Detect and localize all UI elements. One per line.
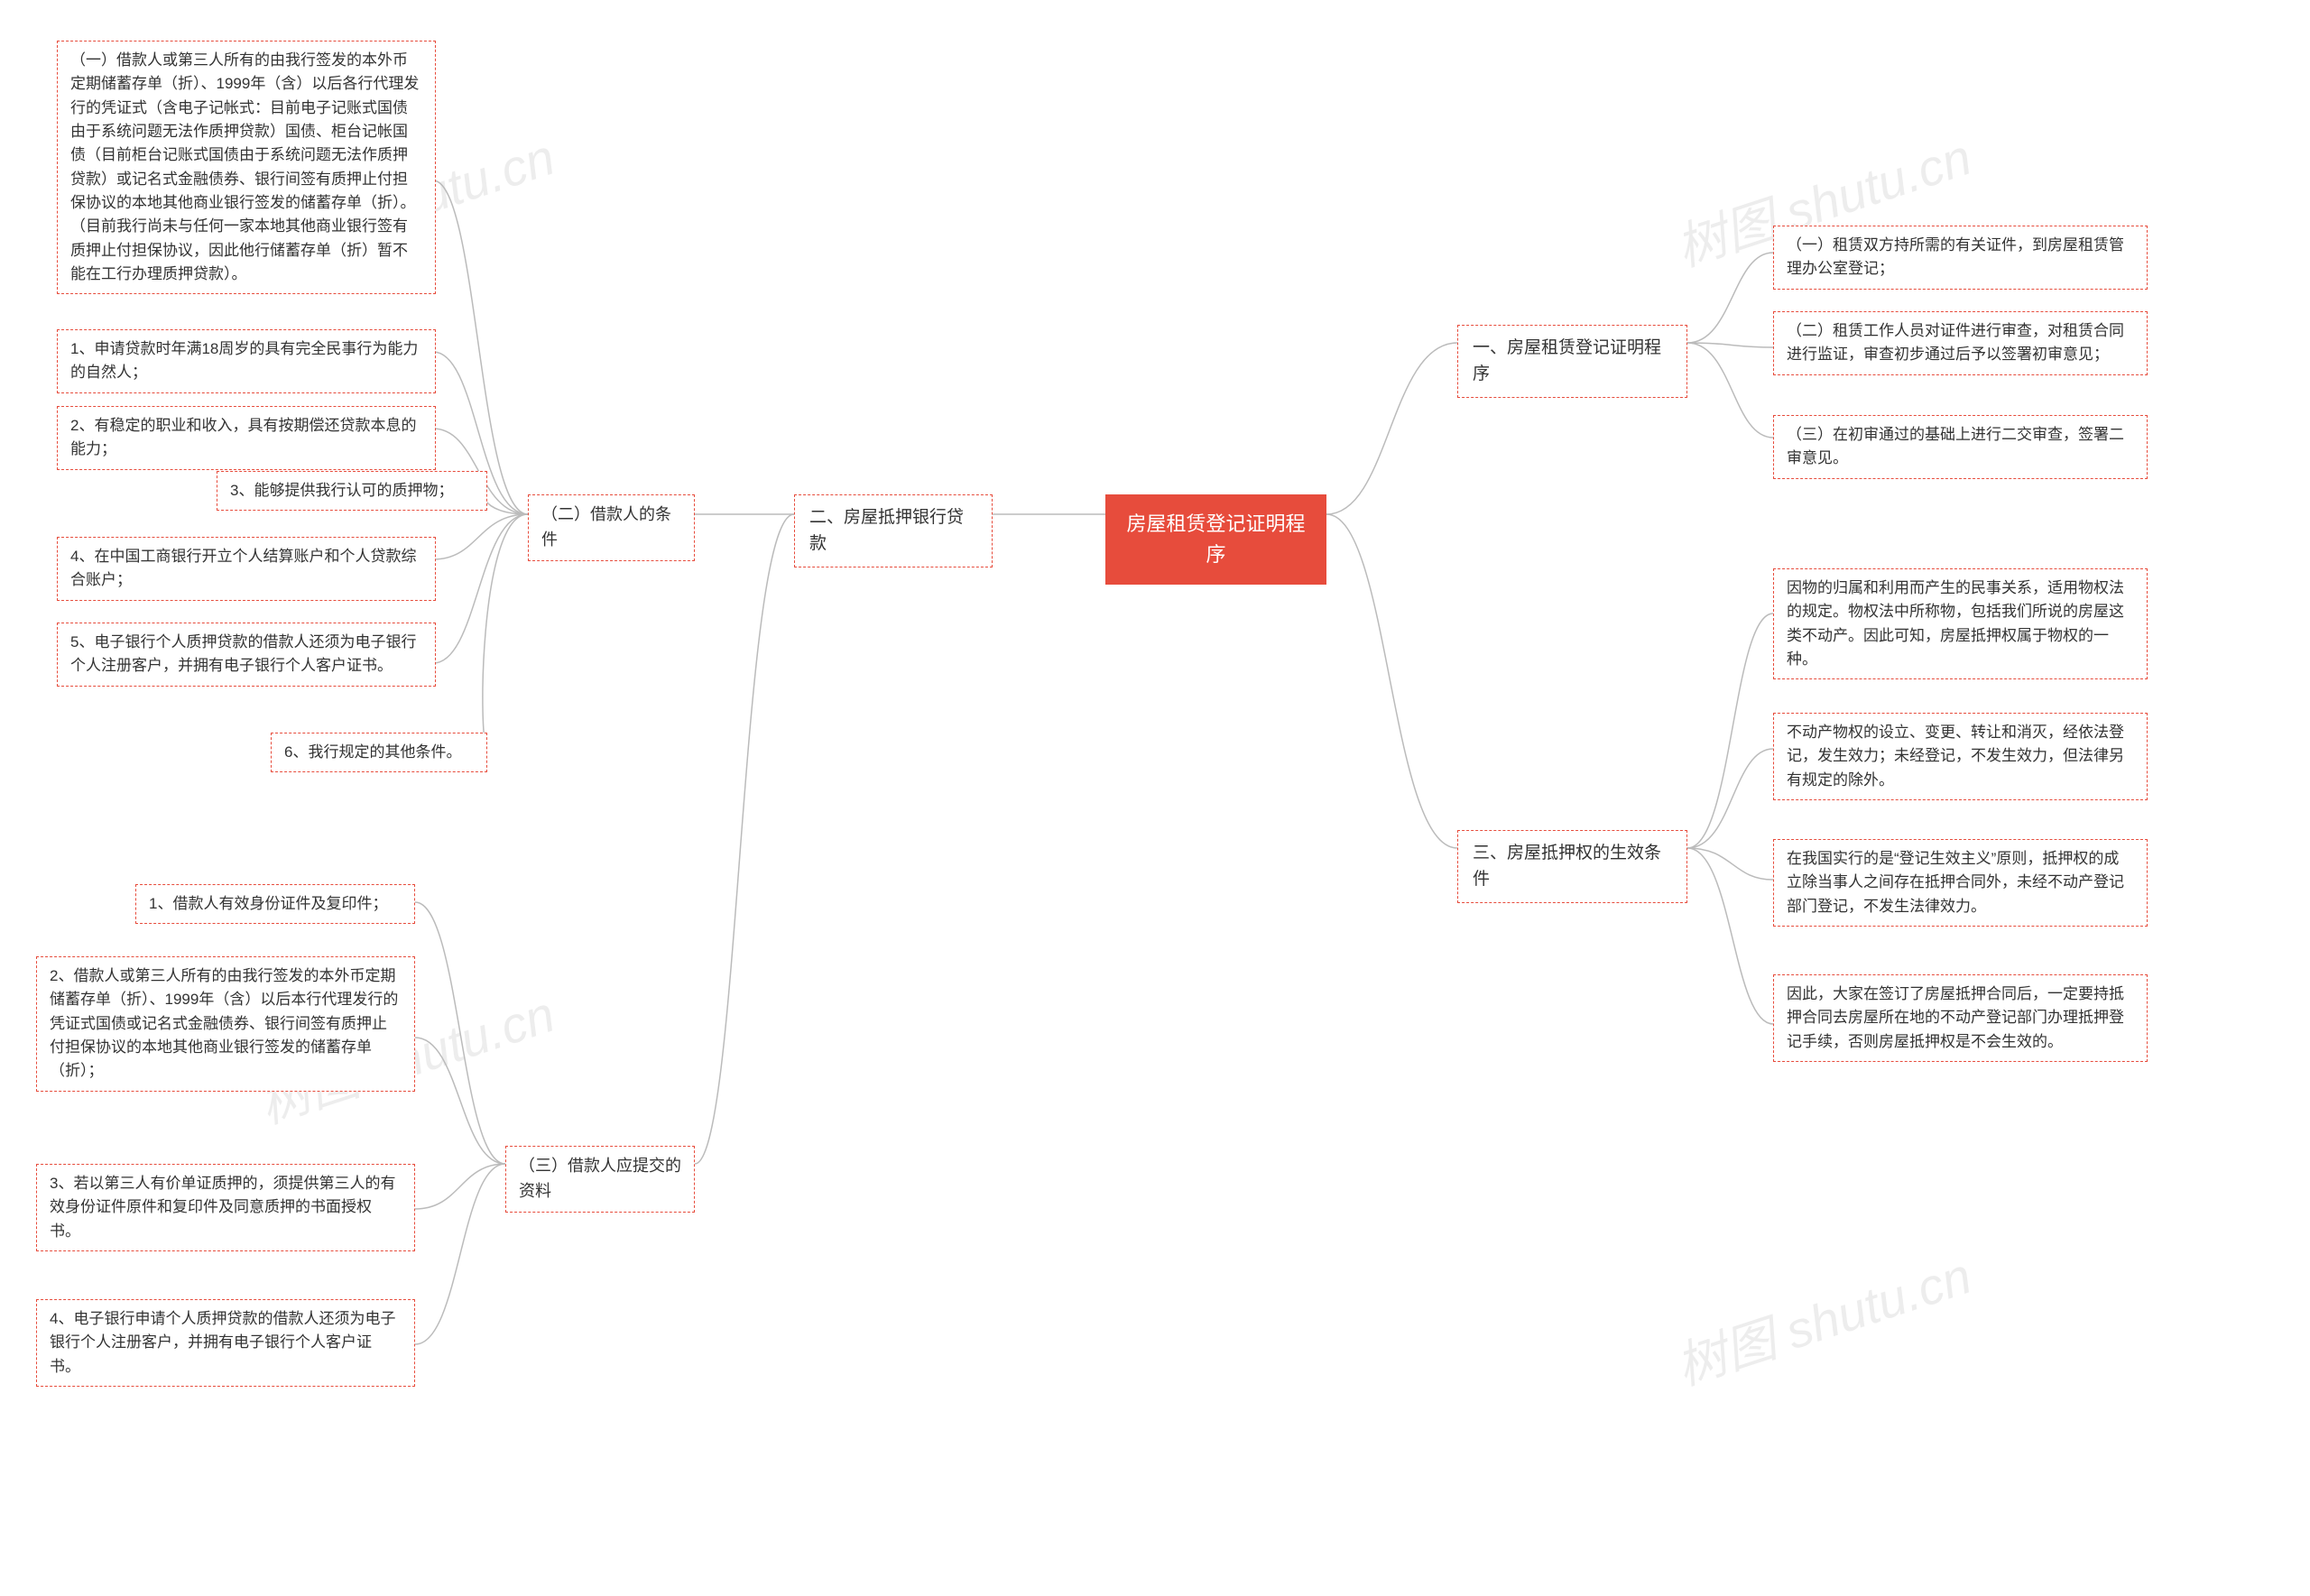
leaf[interactable]: （二）租赁工作人员对证件进行审查，对租赁合同进行监证，审查初步通过后予以签署初审… [1773,311,2148,375]
leaf[interactable]: 因物的归属和利用而产生的民事关系，适用物权法的规定。物权法中所称物，包括我们所说… [1773,568,2148,679]
branch-3[interactable]: 三、房屋抵押权的生效条件 [1457,830,1687,903]
sub-3[interactable]: （三）借款人应提交的资料 [505,1146,695,1213]
branch-2[interactable]: 二、房屋抵押银行贷款 [794,494,993,567]
leaf[interactable]: 因此，大家在签订了房屋抵押合同后，一定要持抵押合同去房屋所在地的不动产登记部门办… [1773,974,2148,1062]
leaf[interactable]: （三）在初审通过的基础上进行二交审查，签署二审意见。 [1773,415,2148,479]
leaf[interactable]: 5、电子银行个人质押贷款的借款人还须为电子银行个人注册客户，并拥有电子银行个人客… [57,623,436,687]
leaf[interactable]: 1、申请贷款时年满18周岁的具有完全民事行为能力的自然人； [57,329,436,393]
leaf[interactable]: 4、在中国工商银行开立个人结算账户和个人贷款综合账户； [57,537,436,601]
leaf[interactable]: 在我国实行的是“登记生效主义”原则，抵押权的成立除当事人之间存在抵押合同外，未经… [1773,839,2148,927]
sub-1-text[interactable]: （一）借款人或第三人所有的由我行签发的本外币定期储蓄存单（折）、1999年（含）… [57,41,436,294]
watermark: 树图 shutu.cn [1666,1236,1980,1400]
branch-1[interactable]: 一、房屋租赁登记证明程序 [1457,325,1687,398]
leaf[interactable]: 2、借款人或第三人所有的由我行签发的本外币定期储蓄存单（折）、1999年（含）以… [36,956,415,1092]
leaf[interactable]: 6、我行规定的其他条件。 [271,733,487,772]
leaf[interactable]: 2、有稳定的职业和收入，具有按期偿还贷款本息的能力； [57,406,436,470]
leaf[interactable]: 3、能够提供我行认可的质押物； [217,471,487,511]
leaf[interactable]: 不动产物权的设立、变更、转让和消灭，经依法登记，发生效力；未经登记，不发生效力，… [1773,713,2148,800]
root-node[interactable]: 房屋租赁登记证明程序 [1105,494,1326,585]
sub-2[interactable]: （二）借款人的条件 [528,494,695,561]
leaf[interactable]: 3、若以第三人有价单证质押的，须提供第三人的有效身份证件原件和复印件及同意质押的… [36,1164,415,1251]
leaf[interactable]: （一）租赁双方持所需的有关证件，到房屋租赁管理办公室登记； [1773,226,2148,290]
leaf[interactable]: 1、借款人有效身份证件及复印件； [135,884,415,924]
leaf[interactable]: 4、电子银行申请个人质押贷款的借款人还须为电子银行个人注册客户，并拥有电子银行个… [36,1299,415,1387]
